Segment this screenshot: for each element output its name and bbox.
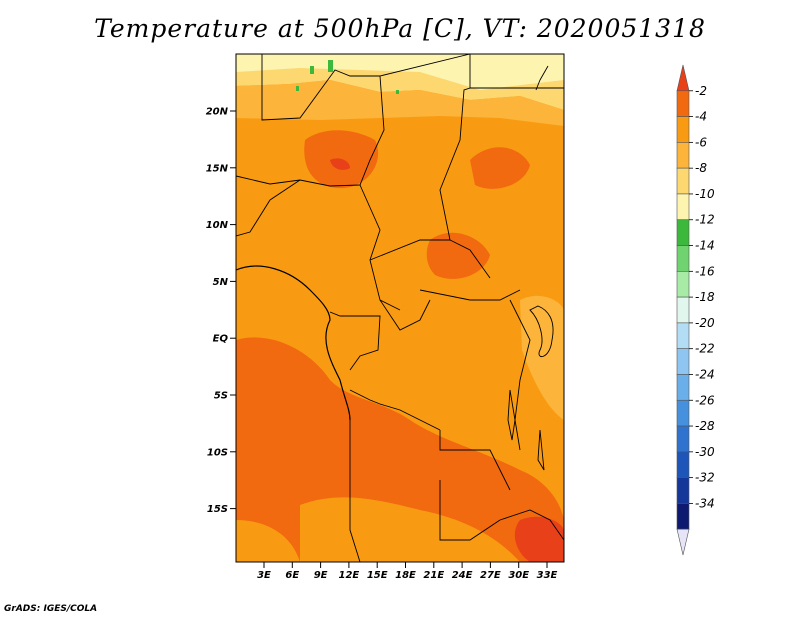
colorbar-label: -12 bbox=[695, 213, 715, 227]
longitude-axis: 3E 6E 9E 12E 15E 18E 21E 24E 27E 30E 33E bbox=[257, 562, 558, 581]
latitude-axis: 20N 15N 10N 5N EQ 5S 10S 15S bbox=[206, 107, 236, 515]
colorbar-swatch bbox=[676, 348, 690, 375]
lake-malawi bbox=[537, 429, 545, 471]
border-drc-angola bbox=[349, 389, 441, 431]
colorbar-label: -30 bbox=[695, 445, 715, 459]
colorbar-label: -24 bbox=[695, 367, 715, 381]
colorbar-label: -8 bbox=[695, 161, 707, 175]
colorbar-label: -34 bbox=[695, 496, 715, 510]
colorbar-bottom-arrow bbox=[676, 528, 690, 556]
lon-tick-label: 18E bbox=[395, 570, 416, 581]
field-patch-green-3 bbox=[296, 86, 299, 91]
colorbar-label: -32 bbox=[695, 471, 715, 485]
field-patch-green-2 bbox=[310, 66, 314, 74]
border-car-chad bbox=[369, 239, 450, 261]
lat-tick-label: 5S bbox=[214, 391, 228, 402]
coastline-gulf bbox=[236, 265, 351, 421]
field-warm-east bbox=[470, 147, 530, 189]
lon-tick-label: 9E bbox=[314, 570, 328, 581]
border-zambia bbox=[439, 430, 511, 491]
colorbar-label: -4 bbox=[695, 110, 707, 124]
border-congo bbox=[379, 299, 431, 331]
field-hot-southeast bbox=[514, 516, 564, 562]
border-sahara-east bbox=[379, 54, 491, 279]
lon-tick-label: 12E bbox=[339, 570, 360, 581]
field-north-pale bbox=[236, 54, 564, 90]
lon-tick-label: 15E bbox=[367, 570, 388, 581]
lat-tick-label: 15N bbox=[206, 163, 229, 174]
border-car-south bbox=[419, 289, 521, 301]
lat-tick-label: 10S bbox=[207, 447, 228, 458]
colorbar-swatch bbox=[676, 374, 690, 401]
field-patch-green-1 bbox=[328, 60, 333, 72]
grads-credit: GrADS: IGES/COLA bbox=[4, 604, 98, 614]
colorbar-swatch bbox=[676, 425, 690, 453]
border-southeast bbox=[499, 509, 564, 541]
colorbar-swatch bbox=[676, 451, 690, 478]
lon-tick-label: 27E bbox=[480, 570, 501, 581]
colorbar-swatch bbox=[676, 90, 690, 117]
lake-tanganyika bbox=[507, 389, 516, 441]
colorbar-swatch bbox=[676, 296, 690, 324]
coastline-redsea bbox=[535, 65, 549, 91]
colorbar-label: -6 bbox=[695, 135, 707, 149]
colorbar-label: -26 bbox=[695, 393, 715, 407]
border-great-lakes bbox=[509, 299, 531, 451]
lat-tick-label: EQ bbox=[213, 334, 229, 345]
border-angola-namibia bbox=[349, 420, 361, 562]
lat-tick-label: 5N bbox=[213, 277, 229, 288]
colorbar-swatch bbox=[676, 399, 690, 427]
map-frame bbox=[235, 53, 565, 563]
colorbar-swatch bbox=[676, 116, 690, 143]
colorbar-label: -18 bbox=[695, 290, 715, 304]
colorbar-label: -28 bbox=[695, 419, 715, 433]
lon-tick-label: 33E bbox=[537, 570, 558, 581]
field-cooler-southwest bbox=[236, 520, 300, 562]
colorbar-label: -20 bbox=[695, 316, 715, 330]
colorbar-label: -10 bbox=[695, 187, 715, 201]
border-gabon bbox=[329, 311, 381, 371]
field-hot-spot bbox=[330, 158, 350, 170]
colorbar-swatch bbox=[676, 477, 690, 504]
colorbar-label: -16 bbox=[695, 264, 715, 278]
colorbar-label: -14 bbox=[695, 239, 715, 253]
lon-tick-label: 30E bbox=[508, 570, 529, 581]
lake-victoria bbox=[529, 305, 554, 357]
lon-tick-label: 24E bbox=[452, 570, 473, 581]
colorbar-swatch bbox=[676, 271, 690, 298]
colorbar-swatch bbox=[676, 167, 690, 195]
field-warm-central bbox=[426, 232, 490, 279]
temperature-field bbox=[236, 54, 564, 562]
lat-tick-label: 15S bbox=[207, 504, 228, 515]
colorbar-swatch bbox=[676, 193, 690, 221]
border-zambia-south bbox=[439, 480, 501, 541]
lat-tick-label: 20N bbox=[206, 107, 229, 118]
colorbar-top-arrow bbox=[676, 64, 690, 92]
colorbar-swatch bbox=[676, 142, 690, 169]
colorbar-swatch bbox=[676, 322, 690, 349]
lat-tick-label: 10N bbox=[206, 220, 229, 231]
border-west-coast bbox=[236, 179, 301, 237]
colorbar-swatch bbox=[676, 503, 690, 530]
country-borders bbox=[236, 54, 564, 562]
field-patch-green-4 bbox=[396, 90, 399, 94]
lon-tick-label: 3E bbox=[257, 570, 271, 581]
lon-tick-label: 21E bbox=[423, 570, 444, 581]
field-north-transition bbox=[236, 80, 564, 126]
colorbar-swatch bbox=[676, 245, 690, 272]
colorbar-label: -22 bbox=[695, 342, 715, 356]
chart-title: Temperature at 500hPa [C], VT: 202005131… bbox=[94, 14, 706, 43]
colorbar-label: -2 bbox=[695, 84, 707, 98]
colorbar-swatch bbox=[676, 219, 690, 246]
colorbar: -2 -4 -6 -8 -10 -12 -14 -16 -18 -20 -22 -24 -26 -28 -3… bbox=[676, 64, 715, 556]
lon-tick-label: 6E bbox=[285, 570, 299, 581]
